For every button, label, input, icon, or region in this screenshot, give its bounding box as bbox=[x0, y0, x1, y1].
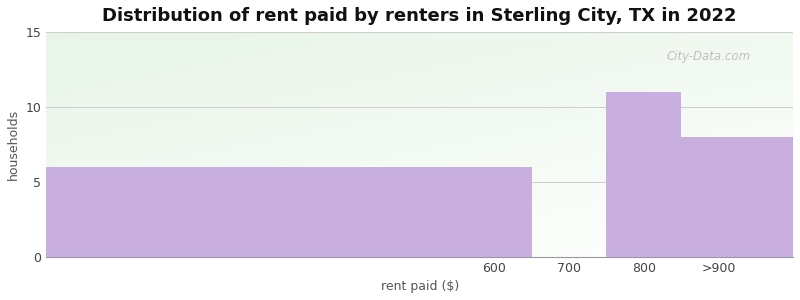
X-axis label: rent paid ($): rent paid ($) bbox=[381, 280, 458, 293]
Bar bbox=[46, 167, 532, 256]
Bar bbox=[681, 137, 793, 256]
Title: Distribution of rent paid by renters in Sterling City, TX in 2022: Distribution of rent paid by renters in … bbox=[102, 7, 737, 25]
Bar bbox=[606, 92, 681, 256]
Y-axis label: households: households bbox=[7, 109, 20, 180]
Text: City-Data.com: City-Data.com bbox=[666, 50, 750, 63]
